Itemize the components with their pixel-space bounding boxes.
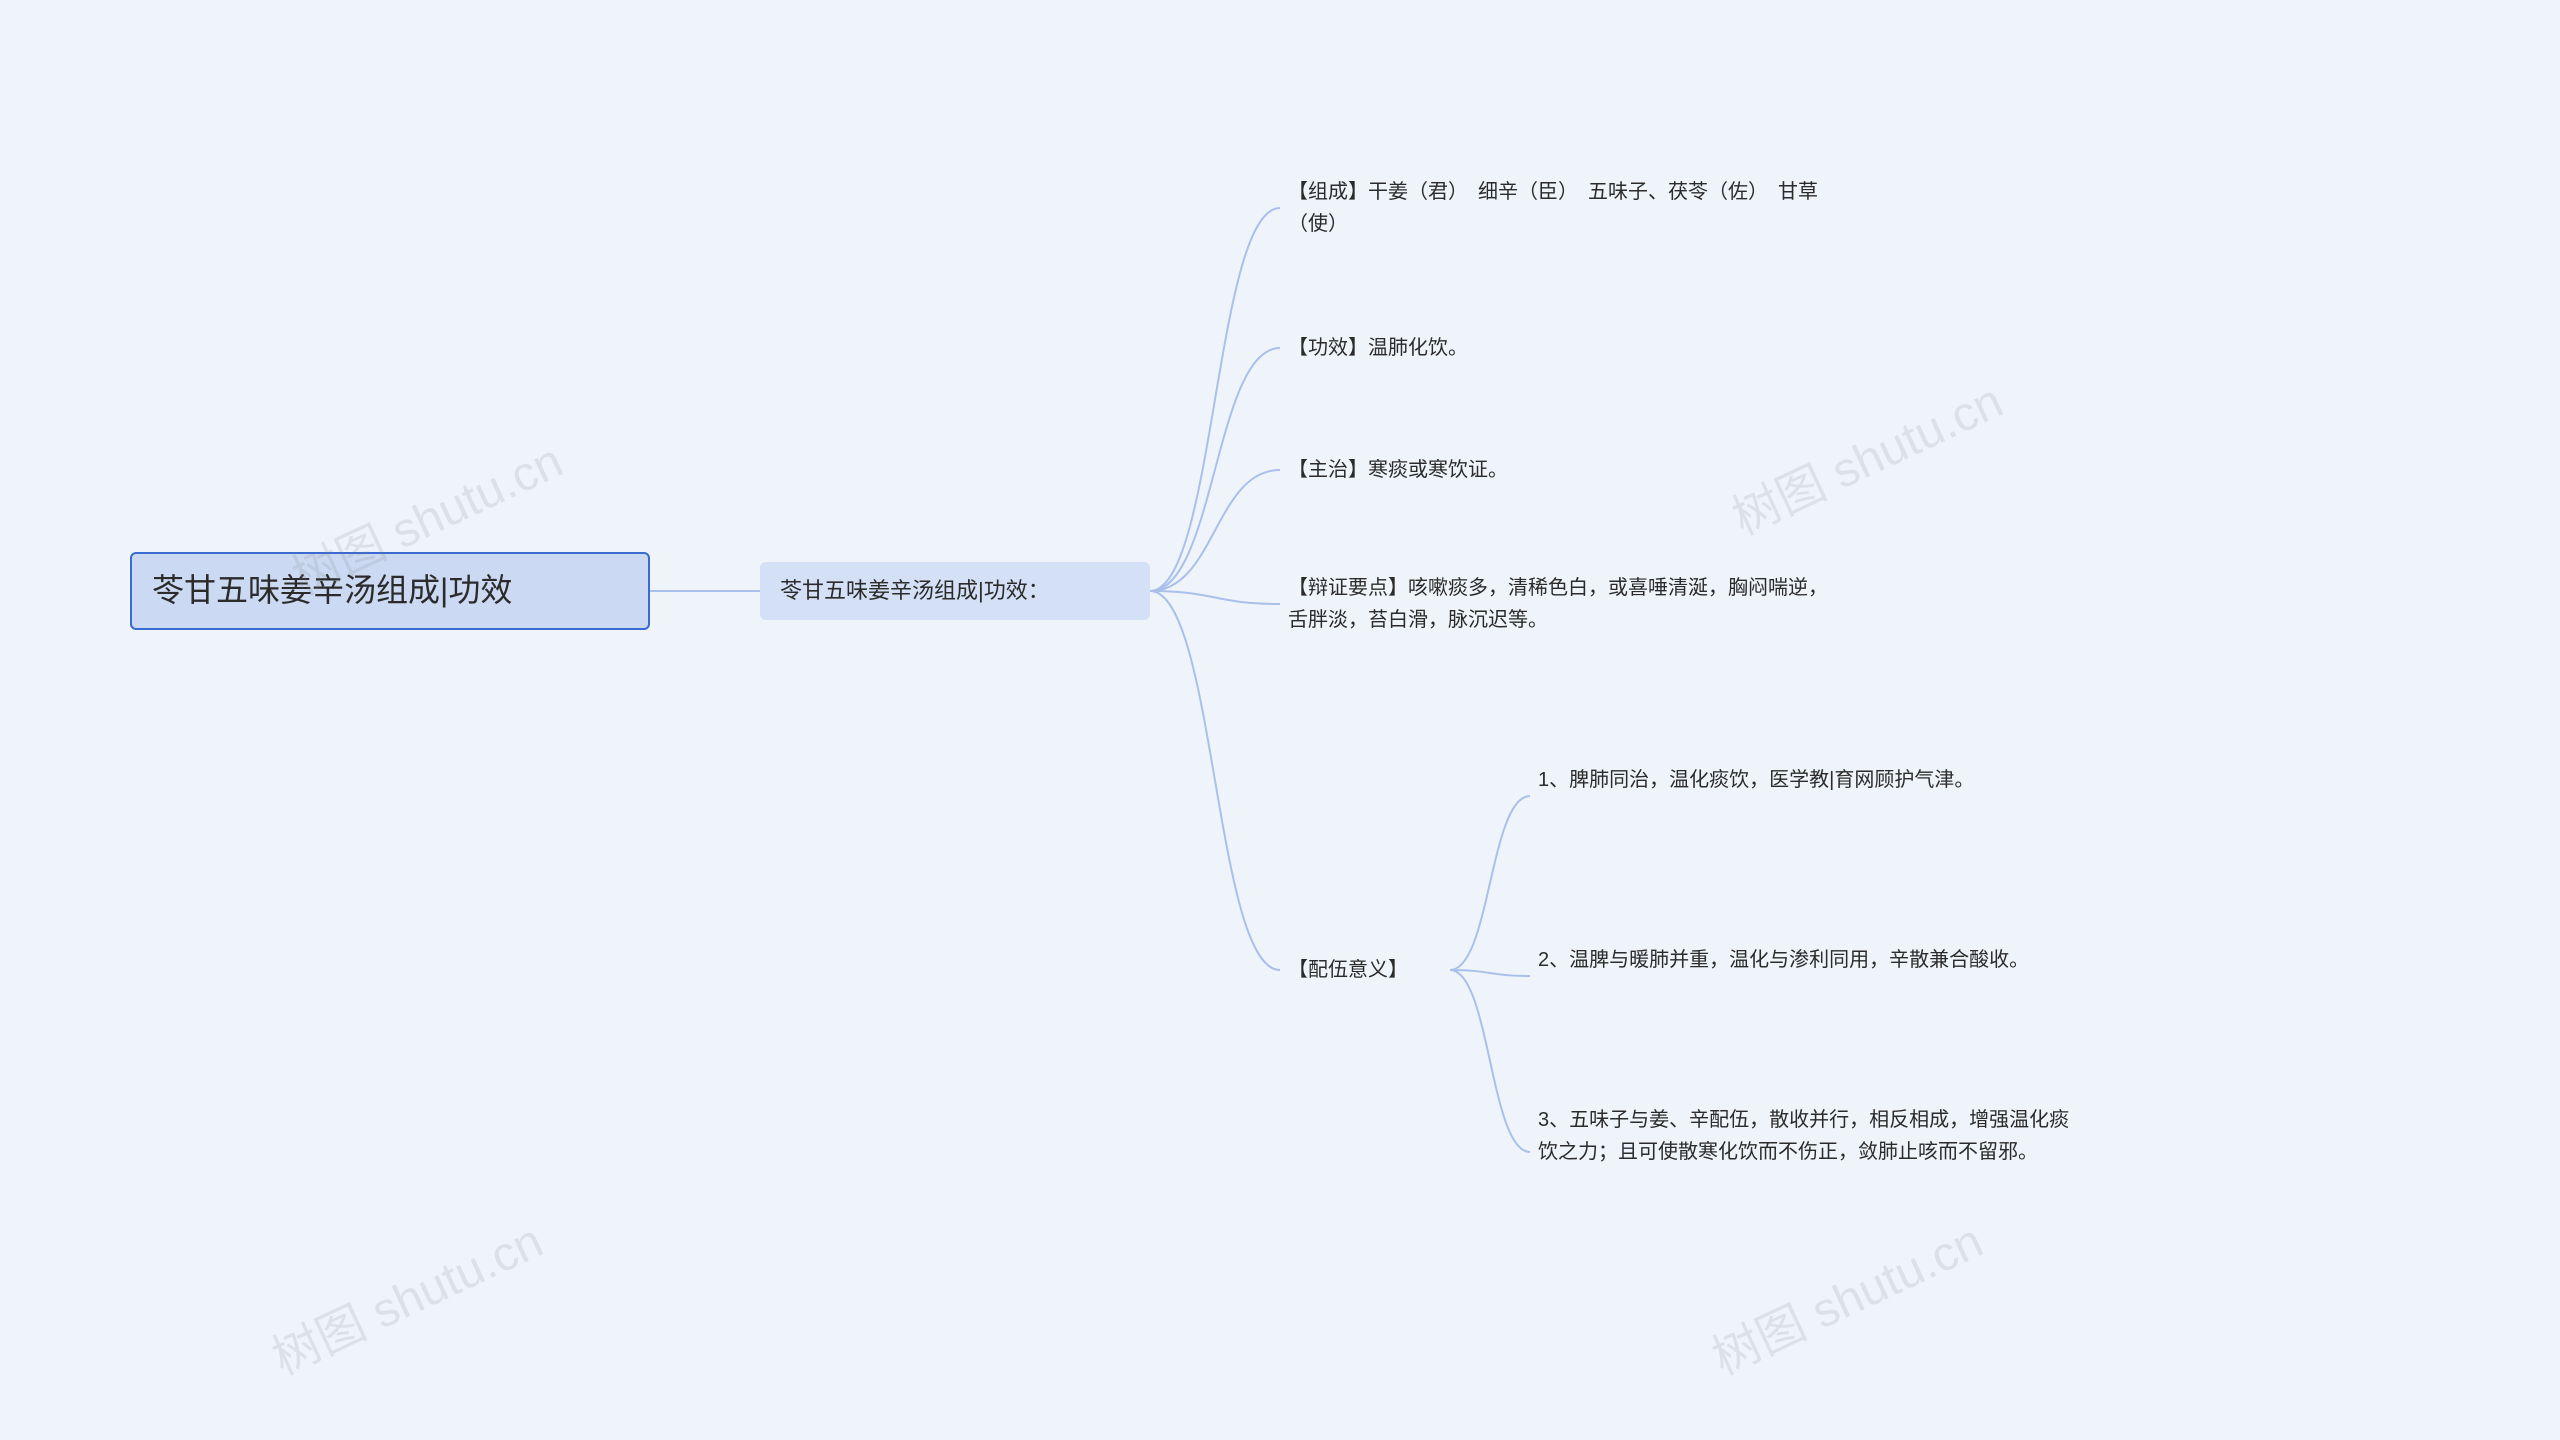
branch-node-3[interactable]: 【辩证要点】咳嗽痰多，清稀色白，或喜唾清涎，胸闷喘逆，舌胖淡，苔白滑，脉沉迟等。 [1280, 568, 1840, 640]
branch-label: 【配伍意义】 [1288, 954, 1408, 986]
subbranch-label: 2、温脾与暖肺并重，温化与渗利同用，辛散兼合酸收。 [1538, 944, 2029, 976]
subbranch-label: 3、五味子与姜、辛配伍，散收并行，相反相成，增强温化痰饮之力；且可使散寒化饮而不… [1538, 1104, 2082, 1168]
level1-label: 苓甘五味姜辛汤组成|功效： [780, 573, 1050, 608]
level1-node[interactable]: 苓甘五味姜辛汤组成|功效： [760, 562, 1150, 620]
branch-node-0[interactable]: 【组成】干姜（君） 细辛（臣） 五味子、茯苓（佐） 甘草（使） [1280, 172, 1840, 244]
mindmap-canvas: 苓甘五味姜辛汤组成|功效 苓甘五味姜辛汤组成|功效： 【组成】干姜（君） 细辛（… [0, 0, 2560, 1440]
branch-node-1[interactable]: 【功效】温肺化饮。 [1280, 328, 1840, 368]
branch-label: 【组成】干姜（君） 细辛（臣） 五味子、茯苓（佐） 甘草（使） [1288, 176, 1832, 240]
branch-node-4[interactable]: 【配伍意义】 [1280, 950, 1450, 990]
subbranch-node-0[interactable]: 1、脾肺同治，温化痰饮，医学教|育网顾护气津。 [1530, 760, 2090, 800]
subbranch-node-1[interactable]: 2、温脾与暖肺并重，温化与渗利同用，辛散兼合酸收。 [1530, 940, 2090, 980]
watermark: 树图 shutu.cn [259, 1202, 552, 1388]
branch-node-2[interactable]: 【主治】寒痰或寒饮证。 [1280, 450, 1840, 490]
watermark: 树图 shutu.cn [1699, 1202, 1992, 1388]
root-label: 苓甘五味姜辛汤组成|功效 [152, 565, 512, 616]
branch-label: 【功效】温肺化饮。 [1288, 332, 1468, 364]
subbranch-label: 1、脾肺同治，温化痰饮，医学教|育网顾护气津。 [1538, 764, 1974, 796]
branch-label: 【辩证要点】咳嗽痰多，清稀色白，或喜唾清涎，胸闷喘逆，舌胖淡，苔白滑，脉沉迟等。 [1288, 572, 1832, 636]
root-node[interactable]: 苓甘五味姜辛汤组成|功效 [130, 552, 650, 630]
branch-label: 【主治】寒痰或寒饮证。 [1288, 454, 1508, 486]
subbranch-node-2[interactable]: 3、五味子与姜、辛配伍，散收并行，相反相成，增强温化痰饮之力；且可使散寒化饮而不… [1530, 1100, 2090, 1172]
